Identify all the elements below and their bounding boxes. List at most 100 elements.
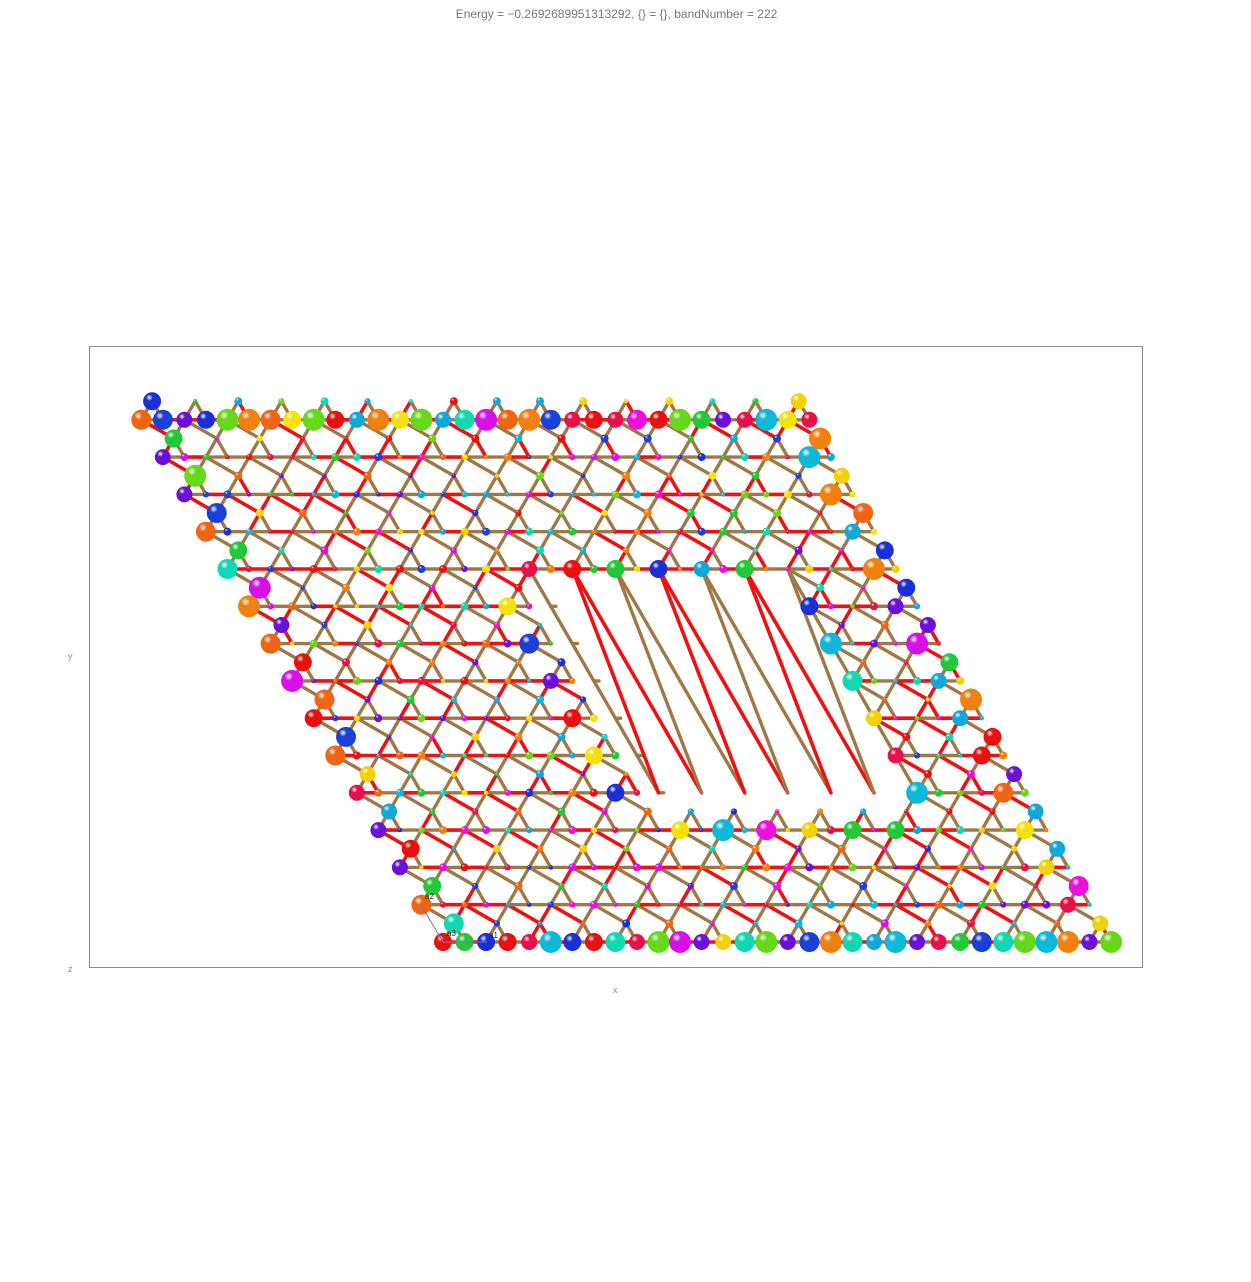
lattice-site — [314, 689, 335, 710]
lattice-site — [472, 808, 479, 815]
bond — [915, 846, 930, 870]
lattice-site — [605, 932, 626, 952]
lattice-site — [342, 583, 350, 592]
bond — [829, 567, 865, 590]
lattice-site — [527, 678, 532, 684]
bond — [904, 865, 919, 888]
bond — [613, 492, 650, 515]
lattice-site — [968, 846, 974, 851]
notch-bond — [527, 567, 661, 795]
lattice-site — [755, 408, 778, 431]
bond — [473, 865, 488, 888]
bond — [743, 865, 779, 888]
lattice-site — [795, 472, 802, 479]
lattice-site — [364, 696, 371, 703]
lattice-site — [439, 715, 447, 722]
lattice-site — [693, 561, 710, 577]
lattice-site — [956, 676, 965, 685]
notch-bond — [742, 567, 833, 795]
lattice-site — [967, 919, 975, 928]
bond — [807, 884, 822, 907]
lattice-site — [844, 523, 861, 540]
lattice-site — [924, 920, 932, 927]
lattice-site — [419, 865, 424, 870]
lattice-site — [375, 528, 382, 535]
lattice-site — [568, 527, 577, 536]
lattice-site — [580, 547, 587, 554]
lattice-site — [504, 827, 511, 834]
lattice-site — [546, 751, 555, 760]
lattice-site — [647, 931, 670, 953]
lattice-site — [451, 473, 456, 478]
bond — [376, 511, 391, 534]
bond — [624, 548, 639, 571]
lattice-site — [957, 864, 964, 871]
bond — [635, 455, 671, 478]
lattice-site — [417, 565, 426, 573]
lattice-site — [676, 528, 684, 535]
bond — [495, 697, 510, 720]
lattice-site — [827, 603, 835, 610]
lattice-site — [736, 411, 753, 428]
lattice-site — [753, 921, 758, 926]
bond — [872, 846, 887, 870]
lattice-site — [843, 821, 862, 840]
lattice-site — [720, 864, 727, 871]
lattice-site — [460, 676, 469, 685]
lattice-site — [838, 621, 845, 629]
lattice-site — [839, 921, 844, 926]
lattice-site — [699, 902, 704, 907]
bond — [818, 511, 833, 534]
lattice-site — [669, 931, 691, 953]
lattice-site — [1049, 840, 1066, 857]
bond — [516, 809, 531, 832]
lattice-site — [471, 434, 480, 443]
lattice-site — [893, 641, 898, 646]
bond — [635, 828, 671, 851]
lattice-site — [461, 715, 468, 722]
bond — [301, 585, 316, 608]
lattice-site — [584, 410, 603, 429]
lattice-site — [849, 491, 856, 498]
lattice-site — [410, 408, 433, 431]
lattice-site — [548, 716, 553, 721]
lattice-site — [666, 845, 673, 852]
bond — [430, 660, 445, 683]
lattice-site — [590, 864, 598, 871]
lattice-site — [473, 585, 478, 590]
bond — [764, 902, 801, 926]
bond — [355, 697, 370, 720]
lattice-site — [842, 932, 863, 952]
lattice-site — [800, 597, 819, 616]
bond — [290, 455, 327, 478]
lattice-site — [483, 454, 489, 460]
lattice-site — [871, 827, 877, 833]
lattice-site — [471, 732, 480, 741]
lattice-site — [751, 471, 760, 480]
lattice-site — [947, 883, 952, 889]
lattice-site — [819, 931, 842, 953]
lattice-site — [902, 732, 911, 741]
lattice-site — [988, 882, 997, 890]
lattice-site — [677, 454, 683, 460]
bond — [419, 828, 456, 851]
lattice-site — [601, 509, 608, 517]
lattice-site — [332, 640, 339, 647]
lattice-site — [406, 695, 415, 704]
lattice-site — [945, 732, 954, 741]
lattice-site — [1065, 865, 1071, 870]
lattice-site — [934, 788, 943, 797]
lattice-site — [935, 827, 942, 834]
lattice-site — [1020, 863, 1029, 872]
bond — [387, 716, 402, 739]
lattice-site — [887, 747, 904, 764]
bond — [247, 436, 262, 459]
lattice-site — [363, 621, 372, 629]
lattice-site — [417, 751, 426, 760]
bond — [893, 884, 909, 907]
lattice-site — [395, 565, 404, 573]
lattice-site — [333, 678, 338, 684]
lattice-site — [817, 808, 824, 815]
lattice-site — [1038, 859, 1055, 876]
bond — [548, 753, 585, 776]
